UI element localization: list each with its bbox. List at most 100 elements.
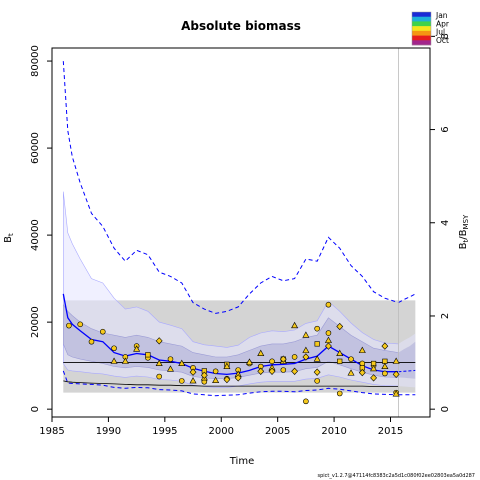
- obs-point-diamond: [234, 374, 242, 382]
- y-axis-left-label: Bt: [3, 233, 15, 243]
- obs-point-square: [145, 352, 151, 358]
- legend-color-swatch: [412, 26, 431, 32]
- y-left-tick-label: 80000: [30, 45, 41, 77]
- x-tick-label: 1990: [96, 426, 121, 437]
- obs-point-triangle: [121, 357, 129, 364]
- obs-point-circle: [178, 378, 185, 384]
- obs-point-circle: [348, 356, 354, 362]
- y-left-main: B: [3, 236, 14, 243]
- y-left-tick-label: 20000: [30, 306, 41, 338]
- y-right-tail: /B: [458, 229, 469, 239]
- obs-point-triangle: [347, 369, 355, 376]
- obs-point-diamond: [268, 367, 276, 375]
- obs-point-diamond: [370, 374, 377, 382]
- y-right-tick-label: 0: [440, 406, 451, 412]
- legend-color-swatch: [412, 35, 431, 41]
- obs-point-diamond: [279, 355, 287, 363]
- obs-point-circle: [88, 338, 95, 345]
- y-axis-right-label: Bt/BMSY: [458, 214, 470, 249]
- plot-area: [62, 48, 416, 417]
- obs-point-diamond: [257, 367, 265, 375]
- legend-color-swatch: [412, 30, 431, 36]
- obs-point-diamond: [325, 342, 332, 350]
- plot-frame: [51, 47, 431, 418]
- legend-frame: [411, 11, 432, 46]
- legend-label: Jan: [435, 11, 448, 20]
- obs-point-circle: [336, 390, 343, 397]
- legend-label: Oct: [436, 36, 449, 45]
- obs-point-circle: [303, 398, 309, 405]
- y-left-sub: t: [7, 233, 15, 236]
- x-tick-label: 2000: [209, 426, 234, 437]
- obs-point-diamond: [381, 342, 389, 350]
- legend-label: Apr: [436, 19, 450, 28]
- obs-point-diamond: [313, 368, 321, 376]
- obs-point-diamond: [223, 375, 231, 384]
- obs-point-square: [337, 358, 343, 364]
- obs-point-triangle: [358, 346, 366, 353]
- y-right-tick-label: 6: [440, 126, 451, 132]
- legend-color-swatch: [412, 12, 431, 18]
- x-tick-label: 1995: [152, 426, 177, 437]
- obs-point-circle: [314, 378, 320, 384]
- legend-color-swatch: [412, 21, 431, 27]
- obs-point-diamond: [291, 367, 299, 375]
- obs-point-circle: [66, 322, 72, 329]
- obs-point-diamond: [155, 337, 163, 345]
- obs-point-triangle: [336, 349, 344, 356]
- y-right-tail-sub: MSY: [462, 214, 470, 229]
- x-axis-label: Time: [229, 456, 254, 467]
- obs-point-circle: [212, 368, 219, 375]
- obs-point-triangle: [245, 358, 253, 365]
- x-tick-label: 2010: [321, 426, 346, 437]
- obs-point-diamond: [336, 322, 344, 331]
- axes: 1985 1990 1995 2000 2005 2010 2015 0 20000 40000 6…: [30, 33, 451, 437]
- obs-point-diamond: [392, 370, 400, 378]
- obs-point-circle: [156, 373, 162, 380]
- obs-point-circle: [325, 301, 332, 308]
- obs-point-triangle: [381, 362, 389, 370]
- obs-point-triangle: [223, 362, 231, 370]
- footnote: spict_v1.2.7@47114fc8383c2a5d1c080f02ee0…: [318, 473, 476, 479]
- x-tick-label: 2005: [265, 426, 290, 437]
- obs-point-circle: [99, 328, 106, 335]
- y-right-tick-label: 4: [440, 220, 451, 226]
- obs-point-circle: [325, 330, 332, 336]
- y-right-main: B: [458, 242, 469, 249]
- x-tick-label: 1985: [39, 426, 64, 437]
- y-left-tick-label: 40000: [30, 219, 41, 251]
- obs-point-circle: [77, 321, 84, 328]
- obs-point-diamond: [189, 368, 197, 376]
- x-tick-label: 2015: [378, 426, 403, 437]
- legend-label: Jul: [435, 28, 445, 37]
- lower-reference-line: [63, 380, 399, 387]
- obs-point-triangle: [133, 345, 141, 352]
- obs-point-circle: [291, 354, 298, 360]
- obs-point-circle: [111, 345, 117, 352]
- obs-point-triangle: [178, 359, 186, 366]
- obs-point-triangle: [302, 346, 310, 353]
- obs-point-triangle: [257, 349, 265, 356]
- obs-point-diamond: [358, 368, 366, 377]
- obs-point-triangle: [302, 331, 310, 338]
- obs-point-triangle: [212, 376, 220, 383]
- obs-point-triangle: [392, 390, 400, 397]
- forecast-estimate-line: [398, 369, 416, 373]
- chart-title: Absolute biomass: [181, 19, 301, 33]
- obs-point-circle: [359, 360, 366, 367]
- forecast-band-dark: [398, 341, 416, 379]
- biomass-estimate-line: [62, 293, 399, 376]
- obs-point-triangle: [166, 365, 174, 372]
- obs-point-triangle: [291, 321, 299, 329]
- obs-point-circle: [167, 356, 174, 362]
- obs-point-triangle: [155, 359, 163, 366]
- y-right-tick-label: 2: [440, 313, 451, 319]
- obs-point-triangle: [110, 357, 118, 364]
- ci-lower-line: [62, 370, 399, 397]
- obs-point-diamond: [200, 371, 208, 379]
- obs-point-diamond: [302, 353, 310, 361]
- obs-point-circle: [280, 367, 287, 373]
- obs-point-triangle: [370, 364, 378, 372]
